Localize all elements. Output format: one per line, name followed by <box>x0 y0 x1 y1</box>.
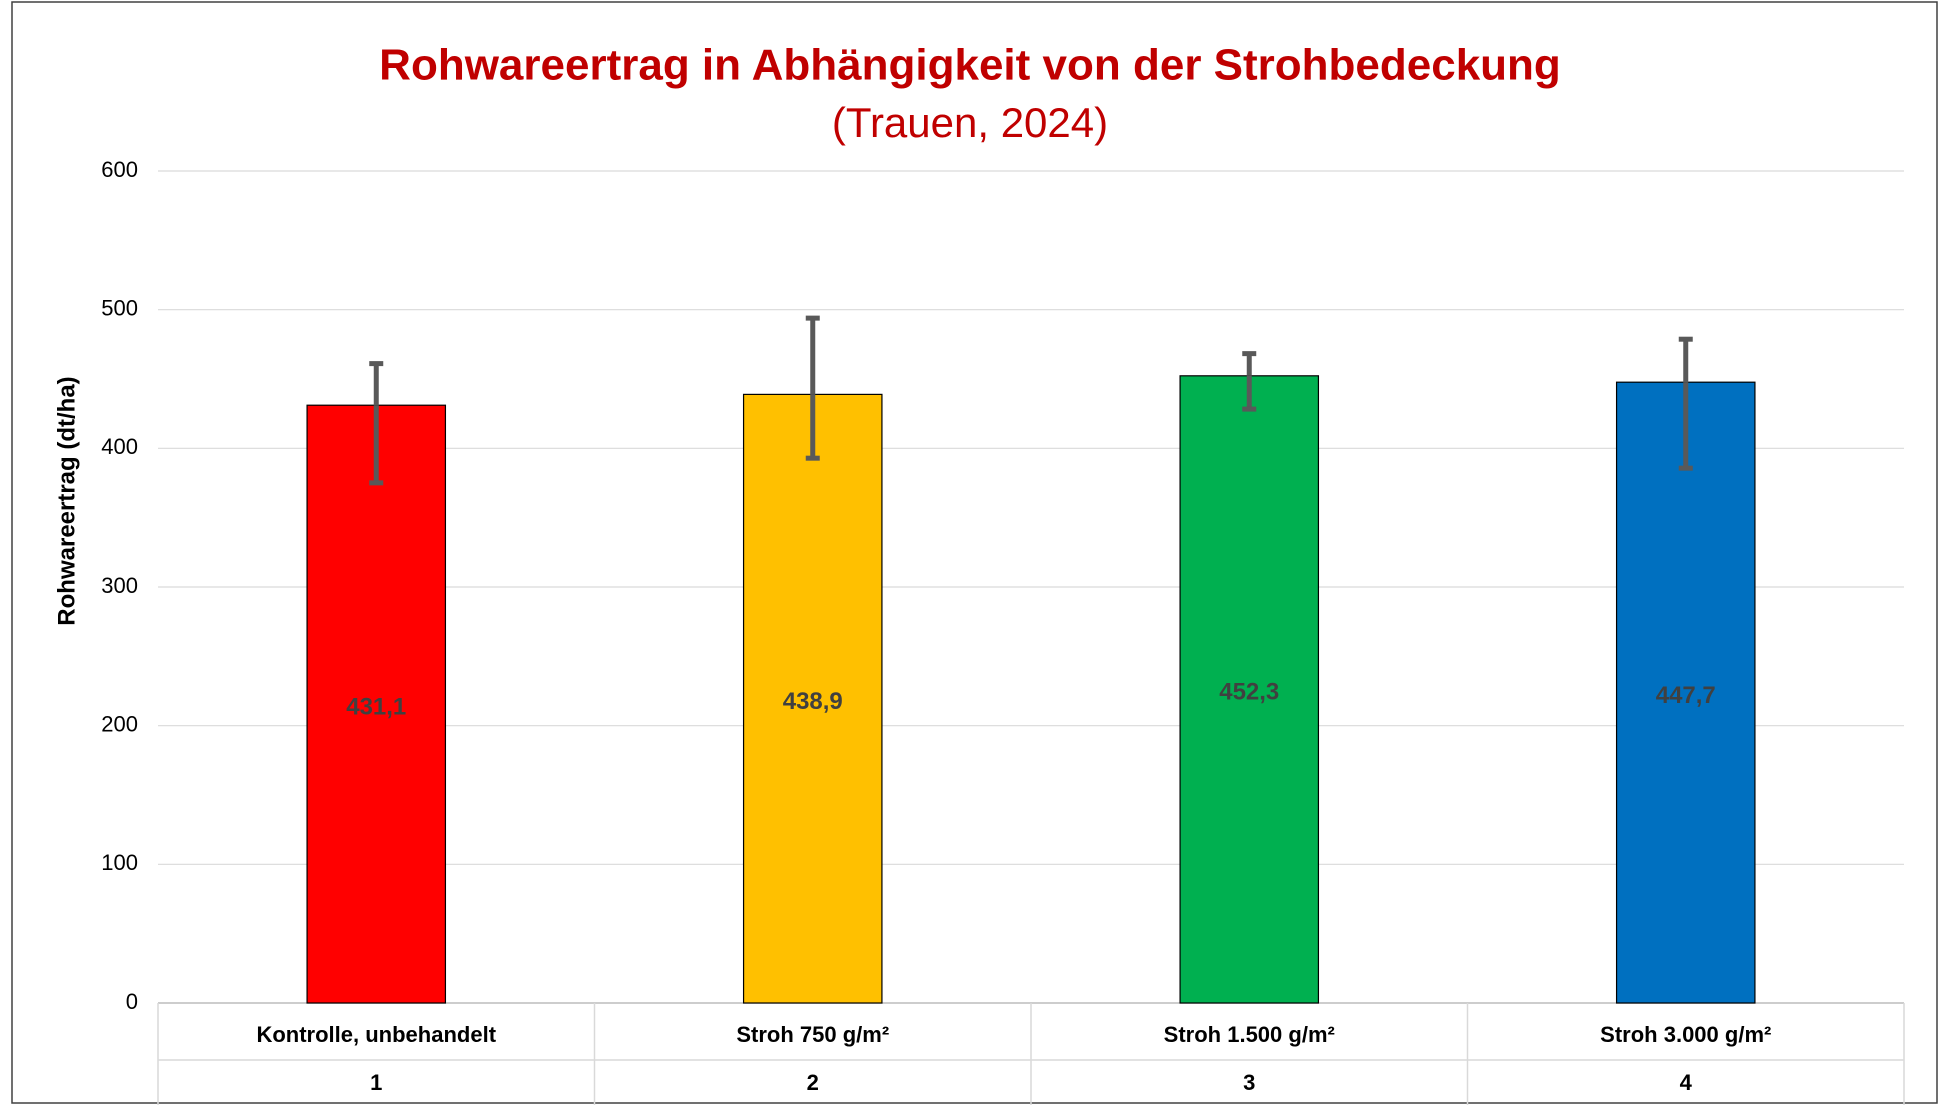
y-tick-label: 0 <box>126 989 138 1014</box>
group-label: 2 <box>807 1070 819 1095</box>
x-tick-label: Stroh 750 g/m² <box>736 1022 889 1047</box>
bar <box>1615 381 1756 1004</box>
value-label: 447,7 <box>1656 682 1716 709</box>
y-tick-label: 600 <box>101 157 138 182</box>
group-label: 1 <box>370 1070 382 1095</box>
y-tick-label: 400 <box>101 434 138 459</box>
y-axis-label: Rohwareertrag (dt/ha) <box>53 376 80 625</box>
chart-title: Rohwareertrag in Abhängigkeit von der St… <box>379 41 1561 90</box>
x-tick-label: Stroh 3.000 g/m² <box>1600 1022 1771 1047</box>
value-label: 452,3 <box>1219 679 1279 706</box>
group-label: 4 <box>1680 1070 1693 1095</box>
y-tick-label: 100 <box>101 850 138 875</box>
y-tick-label: 500 <box>101 295 138 320</box>
x-tick-label: Kontrolle, unbehandelt <box>256 1022 496 1047</box>
value-label: 431,1 <box>346 693 406 720</box>
y-tick-label: 300 <box>101 573 138 598</box>
value-label: 438,9 <box>783 688 843 715</box>
chart-subtitle: (Trauen, 2024) <box>832 99 1108 146</box>
x-tick-label: Stroh 1.500 g/m² <box>1164 1022 1335 1047</box>
group-label: 3 <box>1243 1070 1255 1095</box>
bar <box>306 404 447 1004</box>
y-tick-label: 200 <box>101 711 138 736</box>
